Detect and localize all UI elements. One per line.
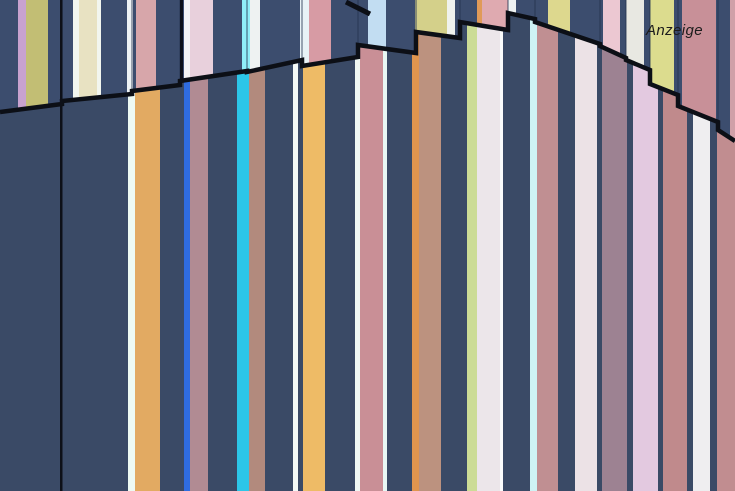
stripe (602, 0, 627, 491)
panel-joint (180, 0, 183, 82)
stripe (360, 0, 383, 491)
stripe (355, 0, 360, 491)
stripe (293, 0, 298, 491)
seam-mark (344, 0, 372, 17)
stripe (419, 0, 441, 491)
stripe (73, 0, 79, 141)
stripe (477, 0, 500, 491)
stripe (184, 0, 190, 491)
anzeige-label: Anzeige (646, 22, 704, 39)
seam-line (0, 10, 735, 143)
stripe (237, 0, 249, 491)
stripe (730, 0, 735, 141)
stripe (412, 0, 419, 491)
stripe (128, 0, 135, 491)
stripe (693, 0, 710, 491)
stripe (97, 0, 101, 141)
stripe (383, 0, 387, 491)
panel-joint (60, 0, 63, 491)
stripe (18, 0, 26, 141)
stripe (127, 0, 133, 141)
stripe (530, 0, 537, 491)
stripe (467, 0, 477, 491)
stripe (575, 0, 597, 491)
stripe (249, 0, 265, 491)
stripe (500, 0, 503, 491)
stripe (537, 0, 558, 491)
stripe (303, 0, 325, 491)
stripe (184, 0, 190, 141)
stripe (190, 0, 208, 491)
